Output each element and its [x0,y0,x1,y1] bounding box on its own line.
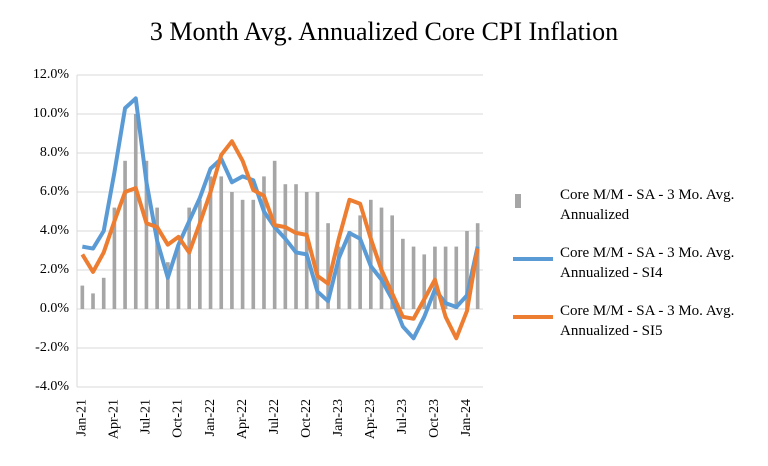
x-tick-label: Jan-23 [331,399,346,436]
legend-label: Core M/M - SA - 3 Mo. Avg. Annualized [560,187,735,223]
bar [475,223,480,309]
line [80,139,480,341]
bar [230,192,234,309]
bar [219,176,224,309]
legend-entry: Core M/M - SA - 3 Mo. Avg. Annualized - … [505,243,765,301]
x-tick-label: Oct-22 [299,399,314,438]
y-tick-label: 8.0% [40,145,70,160]
legend-swatch-bar [515,194,521,208]
y-tick-label: 4.0% [40,223,70,238]
bar [422,254,427,309]
bar [358,215,362,309]
bar [411,246,416,309]
bar [144,160,149,309]
x-tick-label: Oct-23 [427,399,442,438]
bar [187,207,192,309]
x-tick-label: Apr-21 [107,399,122,439]
x-tick-label: Jan-21 [75,399,90,436]
x-tick-label: Jul-22 [267,399,282,434]
x-tick-label: Jul-21 [139,399,154,434]
legend-swatch [513,257,553,261]
bar [326,223,330,309]
bar [123,160,127,309]
y-tick-label: 12.0% [33,67,70,82]
chart-title: 3 Month Avg. Annualized Core CPI Inflati… [150,17,618,46]
bar [80,285,85,309]
bar [208,176,213,309]
bar [465,231,469,309]
bar [379,207,384,309]
y-tick-label: 6.0% [40,184,70,199]
legend-swatch [513,315,553,319]
bar [240,199,245,309]
y-tick-label: 2.0% [40,262,70,277]
legend-entry: Core M/M - SA - 3 Mo. Avg. Annualized [505,185,765,243]
x-tick-label: Apr-22 [235,399,250,439]
x-tick-label: Apr-23 [363,399,378,439]
bar [165,262,170,309]
legend-label: Core M/M - SA - 3 Mo. Avg. Annualized - … [560,245,735,281]
bar [176,246,181,309]
legend: Core M/M - SA - 3 Mo. Avg. Annualized Cor… [505,185,765,359]
x-tick-label: Jan-24 [459,399,474,436]
bar [401,238,405,309]
bar [294,184,298,309]
y-tick-label: -4.0% [35,379,69,394]
bar [101,277,106,309]
x-tick-label: Jan-22 [203,399,218,436]
bar [283,184,288,309]
bar [198,199,202,309]
bar [91,293,95,309]
bar [336,246,341,309]
bar [390,215,395,309]
y-tick-label: -2.0% [35,340,69,355]
bar [304,192,309,309]
bar [315,192,320,309]
bar [443,246,448,309]
bar [155,207,159,309]
bar [133,114,138,309]
bar [112,207,117,309]
bar [251,199,256,309]
y-tick-label: 10.0% [33,106,70,121]
x-tick-label: Jul-23 [395,399,410,434]
line [81,96,480,341]
legend-label: Core M/M - SA - 3 Mo. Avg. Annualized - … [560,303,735,339]
bar [454,246,459,309]
y-tick-label: 0.0% [40,301,70,316]
bar [262,176,266,309]
legend-swatch [515,194,521,208]
x-tick-label: Oct-21 [171,399,186,438]
bar [347,231,352,309]
bar [272,160,277,309]
legend-entry: Core M/M - SA - 3 Mo. Avg. Annualized - … [505,301,765,359]
bar [368,199,373,309]
